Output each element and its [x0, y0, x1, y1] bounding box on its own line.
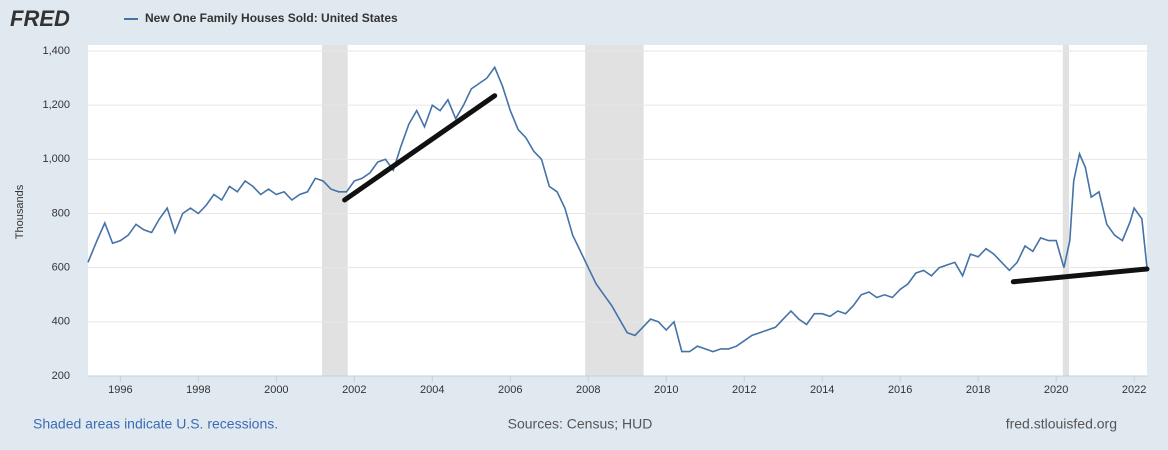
- x-tick-label: 2014: [810, 384, 834, 396]
- x-tick-label: 2008: [576, 384, 600, 396]
- y-tick-label: 200: [52, 370, 70, 382]
- recession-shade: [585, 45, 644, 376]
- trend-line: [342, 93, 498, 203]
- source: Sources: Census; HUD: [508, 416, 653, 432]
- y-tick-label: 400: [52, 316, 70, 328]
- x-tick-label: 2000: [264, 384, 288, 396]
- trend-line: [1010, 266, 1150, 285]
- y-tick-label: 1,400: [42, 45, 70, 57]
- x-tick-label: 1996: [108, 384, 132, 396]
- x-tick-label: 1998: [186, 384, 210, 396]
- y-tick-label: 1,000: [42, 153, 70, 165]
- x-tick-label: 2006: [498, 384, 522, 396]
- x-tick-label: 2004: [420, 384, 444, 396]
- x-tick-label: 2022: [1122, 384, 1146, 396]
- site[interactable]: fred.stlouisfed.org: [1006, 416, 1117, 432]
- recession-note[interactable]: Shaded areas indicate U.S. recessions.: [33, 416, 278, 432]
- x-tick-label: 2002: [342, 384, 366, 396]
- recession-shade: [321, 45, 348, 376]
- logo[interactable]: FRED: [10, 6, 70, 31]
- data-line: [87, 65, 1148, 353]
- y-axis-label: Thousands: [14, 184, 26, 239]
- recession-shade: [1062, 45, 1070, 376]
- x-tick-label: 2016: [888, 384, 912, 396]
- x-tick-label: 2020: [1044, 384, 1068, 396]
- x-tick-label: 2012: [732, 384, 756, 396]
- legend-label: New One Family Houses Sold: United State…: [145, 11, 398, 25]
- x-tick-label: 2018: [966, 384, 990, 396]
- y-tick-label: 600: [52, 262, 70, 274]
- y-tick-label: 800: [52, 207, 70, 219]
- y-tick-label: 1,200: [42, 99, 70, 111]
- x-tick-label: 2010: [654, 384, 678, 396]
